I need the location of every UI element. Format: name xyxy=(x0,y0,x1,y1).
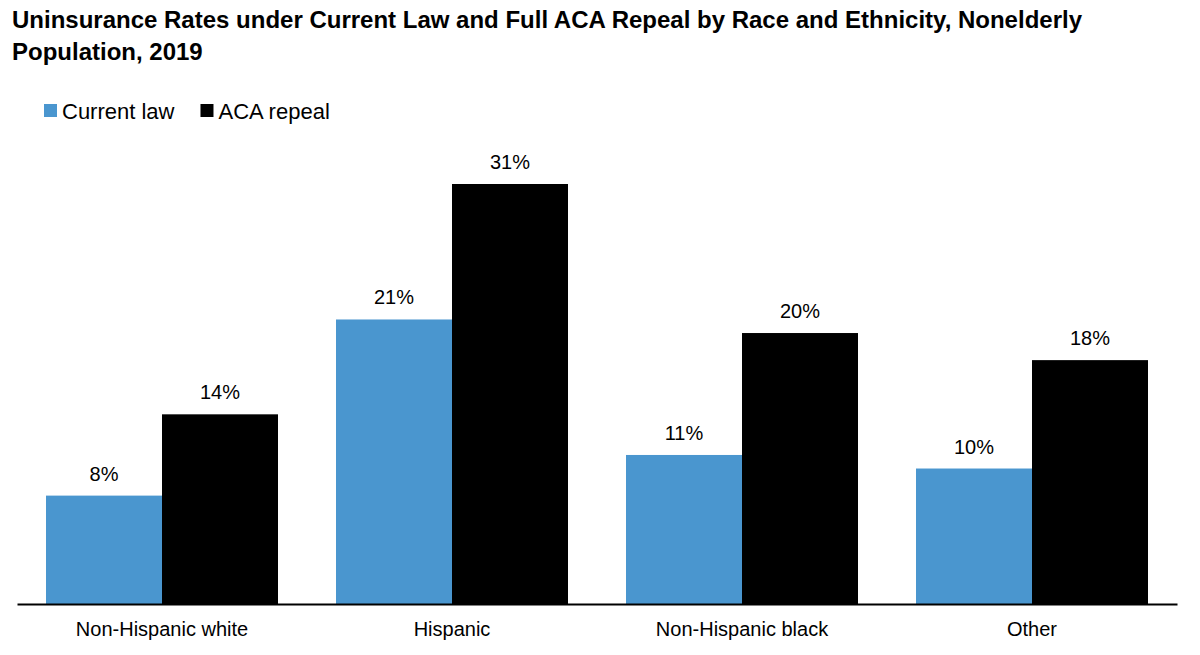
bar xyxy=(452,184,568,604)
bar xyxy=(626,455,742,604)
data-label: 18% xyxy=(1070,327,1110,349)
data-label: 31% xyxy=(490,151,530,173)
tick-label: Hispanic xyxy=(414,618,491,640)
legend-entry: Current law xyxy=(44,99,175,124)
title: Uninsurance Rates under Current Law and … xyxy=(12,6,1083,65)
tick-label: Non-Hispanic white xyxy=(76,618,248,640)
tick: Hispanic xyxy=(414,618,491,640)
tick: Other xyxy=(1007,618,1057,640)
legend-label: Current law xyxy=(62,99,175,124)
x-axis: Non-Hispanic white Hispanic Non-Hispanic b… xyxy=(18,605,1178,641)
legend: Current law ACA repeal xyxy=(44,99,330,124)
data-label: 8% xyxy=(90,463,119,485)
bar xyxy=(46,496,162,604)
legend-entry: ACA repeal xyxy=(200,99,329,124)
legend-swatch xyxy=(44,104,57,117)
data-label: 20% xyxy=(780,300,820,322)
legend-swatch xyxy=(200,104,213,117)
tick-label: Non-Hispanic black xyxy=(656,618,829,640)
bar xyxy=(1032,360,1148,604)
data-label: 10% xyxy=(954,436,994,458)
data-label: 14% xyxy=(200,381,240,403)
tick: Non-Hispanic black xyxy=(656,618,829,640)
bar xyxy=(916,469,1032,604)
data-labels: 8% 21% 11% 10% 14% 31% 20% 18% xyxy=(90,151,1111,485)
data-label: 11% xyxy=(665,422,704,444)
bars xyxy=(46,184,1148,604)
bar xyxy=(742,333,858,604)
data-label: 21% xyxy=(374,286,414,308)
bar xyxy=(336,319,452,604)
tick-label: Other xyxy=(1007,618,1057,640)
bar xyxy=(162,414,278,604)
axis-line xyxy=(18,604,1178,606)
legend-label: ACA repeal xyxy=(218,99,329,124)
chart: Uninsurance Rates under Current Law and … xyxy=(0,0,1200,655)
tick: Non-Hispanic white xyxy=(76,618,248,640)
